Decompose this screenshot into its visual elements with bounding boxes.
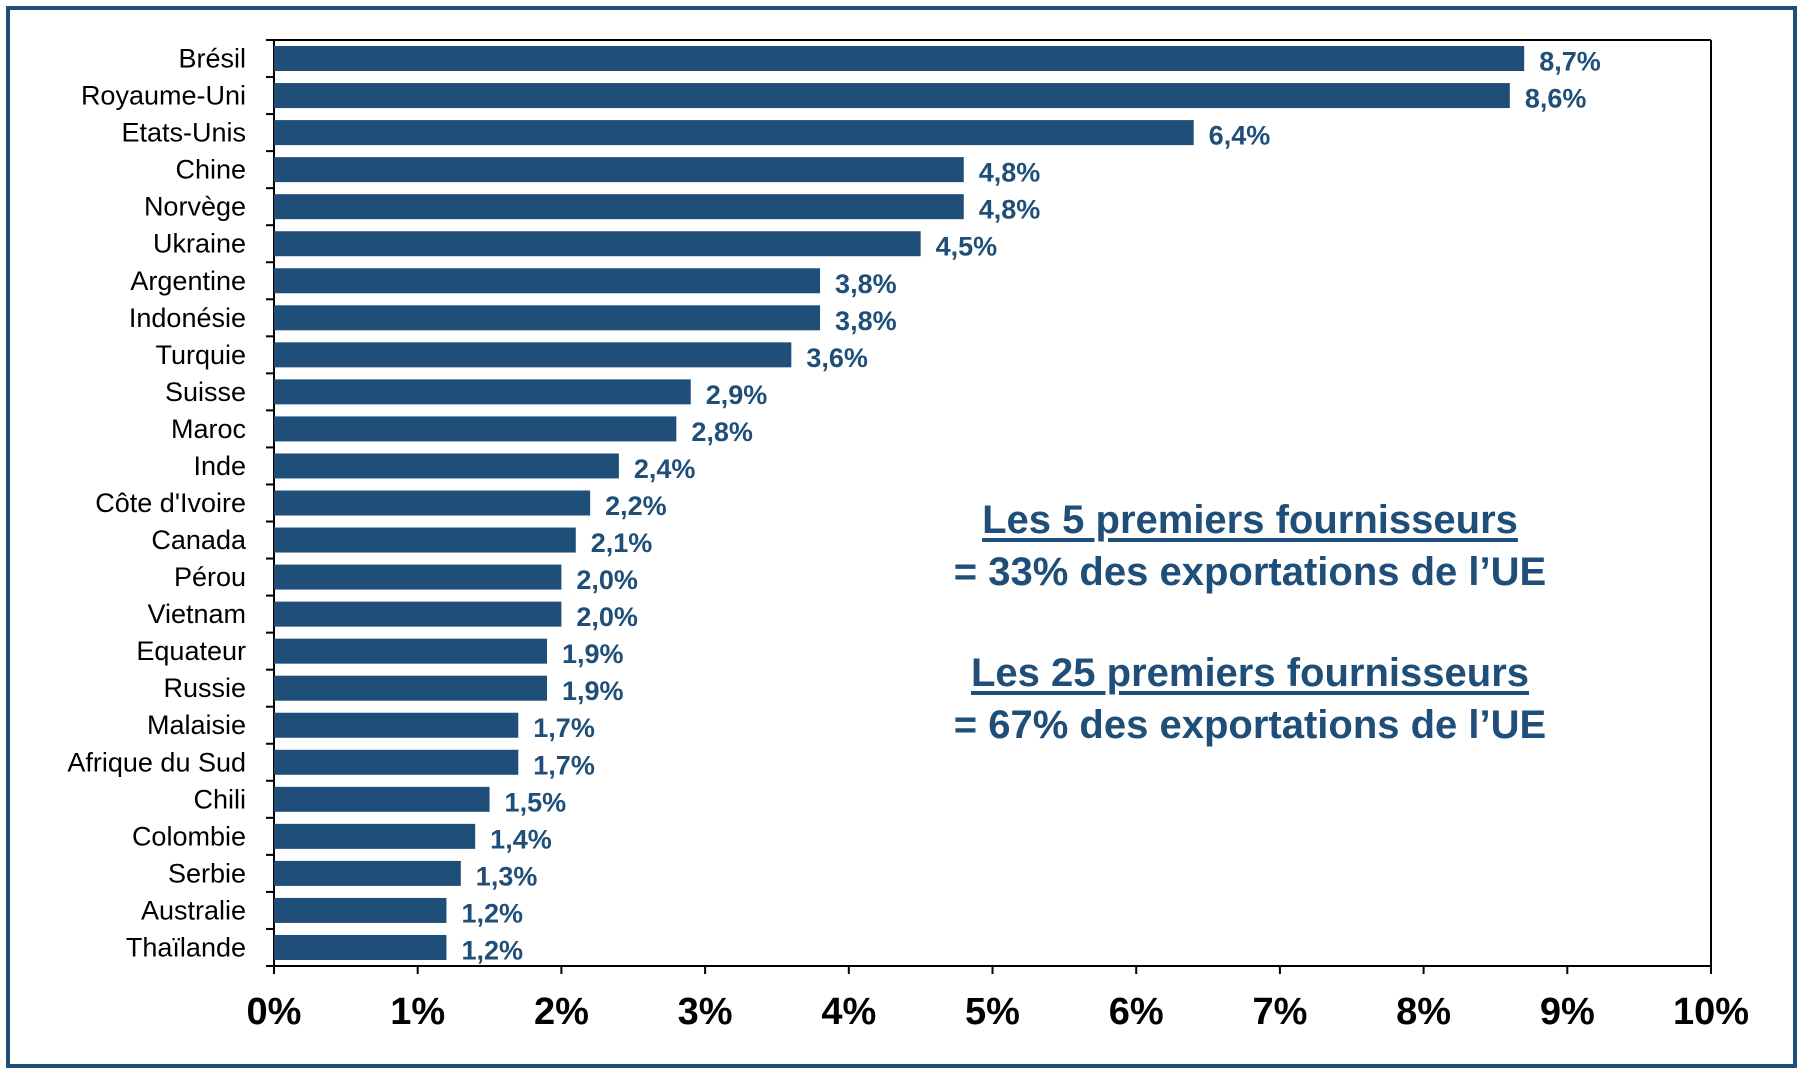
value-label: 1,9% [562, 676, 624, 706]
bar [274, 379, 691, 405]
category-label: Thaïlande [126, 932, 246, 962]
x-tick-label: 10% [1673, 991, 1749, 1033]
value-label: 3,8% [835, 269, 897, 299]
bar [274, 823, 476, 849]
value-label: 3,8% [835, 306, 897, 336]
bar [274, 638, 548, 664]
bar [274, 157, 964, 183]
value-label: 4,8% [979, 195, 1041, 225]
category-label: Canada [151, 525, 247, 555]
value-label: 8,7% [1539, 47, 1601, 77]
category-label: Brésil [178, 44, 246, 74]
category-label: Russie [163, 673, 246, 703]
x-tick-label: 8% [1396, 991, 1451, 1033]
category-label: Norvège [144, 192, 246, 222]
bar [274, 342, 792, 368]
bar [274, 527, 576, 553]
value-label: 2,0% [576, 602, 638, 632]
bar [274, 601, 562, 627]
x-tick-label: 6% [1109, 991, 1164, 1033]
x-tick-label: 3% [678, 991, 733, 1033]
category-label: Australie [141, 895, 246, 925]
x-tick-label: 7% [1252, 991, 1307, 1033]
value-label: 2,0% [576, 565, 638, 595]
bar [274, 786, 490, 812]
annotation-top25-text: = 67% des exportations de l’UE [953, 703, 1547, 747]
value-label: 4,5% [936, 232, 998, 262]
value-label: 1,7% [533, 750, 595, 780]
bar [274, 897, 447, 923]
category-label: Vietnam [147, 599, 246, 629]
x-tick-label: 0% [247, 991, 302, 1033]
category-label: Inde [193, 451, 246, 481]
category-label: Ukraine [153, 229, 246, 259]
value-label: 1,4% [490, 824, 552, 854]
category-label: Equateur [136, 636, 246, 666]
annotation-top5-text: = 33% des exportations de l’UE [953, 550, 1547, 594]
annotation-top25: Les 25 premiers fournisseurs = 67% des e… [900, 647, 1600, 751]
x-tick-label: 1% [390, 991, 445, 1033]
category-label: Maroc [171, 414, 246, 444]
x-tick-label: 2% [534, 991, 589, 1033]
value-label: 2,2% [605, 491, 667, 521]
bar [274, 934, 447, 960]
category-label: Pérou [174, 562, 246, 592]
value-label: 3,6% [806, 343, 868, 373]
x-tick-label: 5% [965, 991, 1020, 1033]
value-label: 2,9% [706, 380, 768, 410]
value-label: 2,4% [634, 454, 696, 484]
category-label: Malaisie [147, 710, 246, 740]
value-label: 1,2% [461, 898, 523, 928]
value-label: 8,6% [1525, 84, 1587, 114]
bar [274, 305, 821, 331]
bar [274, 860, 461, 886]
category-label: Argentine [130, 266, 246, 296]
value-label: 1,9% [562, 639, 624, 669]
category-label: Chine [175, 155, 246, 185]
value-label: 1,5% [505, 787, 567, 817]
category-label: Serbie [168, 858, 246, 888]
value-label: 1,7% [533, 713, 595, 743]
bar [274, 564, 562, 590]
value-label: 6,4% [1209, 121, 1271, 151]
value-label: 1,3% [476, 861, 538, 891]
category-label: Etats-Unis [121, 118, 246, 148]
bar [274, 712, 519, 738]
bar [274, 120, 1194, 146]
bar [274, 83, 1510, 109]
bar [274, 194, 964, 220]
annotation-top5-heading: Les 5 premiers fournisseurs [982, 498, 1518, 542]
bar [274, 416, 677, 442]
value-label: 2,8% [691, 417, 753, 447]
category-label: Royaume-Uni [81, 81, 246, 111]
bar [274, 46, 1525, 72]
category-label: Afrique du Sud [67, 747, 246, 777]
value-label: 2,1% [591, 528, 653, 558]
annotation-top25-heading: Les 25 premiers fournisseurs [970, 651, 1530, 695]
category-label: Suisse [165, 377, 246, 407]
category-label: Indonésie [129, 303, 246, 333]
category-label: Côte d'Ivoire [95, 488, 246, 518]
value-label: 4,8% [979, 158, 1041, 188]
category-label: Chili [193, 784, 246, 814]
bar [274, 231, 921, 257]
value-label: 1,2% [461, 935, 523, 965]
x-tick-label: 9% [1540, 991, 1595, 1033]
x-tick-label: 4% [821, 991, 876, 1033]
bar [274, 749, 519, 775]
bar [274, 453, 619, 479]
category-label: Colombie [132, 821, 246, 851]
bar [274, 675, 548, 701]
bar [274, 268, 821, 294]
bar [274, 490, 591, 516]
category-label: Turquie [155, 340, 246, 370]
annotation-top5: Les 5 premiers fournisseurs = 33% des ex… [900, 494, 1600, 598]
